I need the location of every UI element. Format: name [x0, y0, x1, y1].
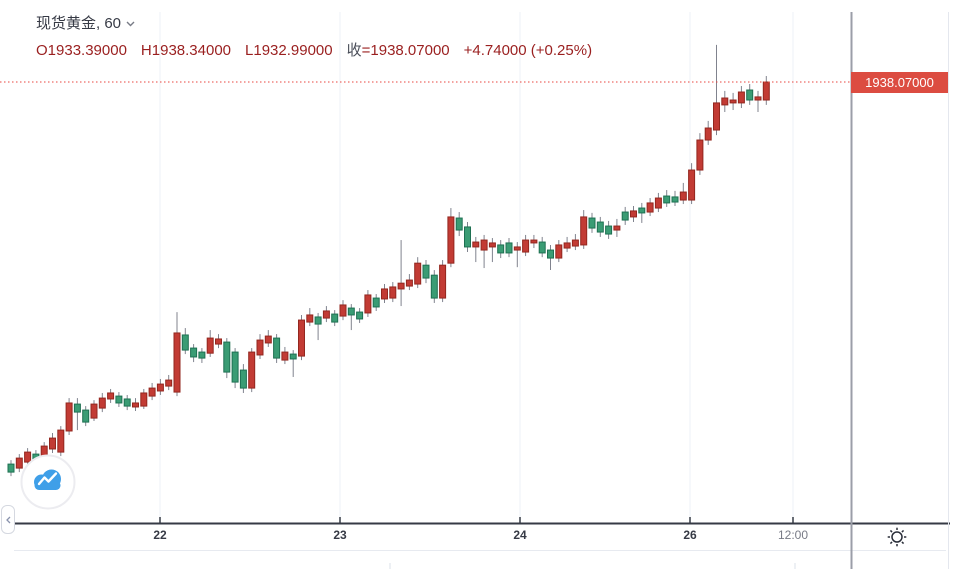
collapse-axis-button[interactable] [1, 505, 15, 534]
chevron-down-icon[interactable] [126, 21, 135, 27]
time-tick-label: 24 [513, 528, 527, 542]
time-tick-label: 22 [153, 528, 167, 542]
settings-button[interactable] [885, 525, 909, 549]
ohlc-high: H1938.34000 [140, 42, 232, 59]
time-tick-label: 23 [333, 528, 347, 542]
ohlc-open: O1933.39000 [36, 42, 127, 59]
ohlc-readout: O1933.39000 H1938.34000 L1932.99000 收=1938.… [36, 39, 606, 60]
time-tick-label: 26 [683, 528, 697, 542]
time-tick-label: 12:00 [777, 528, 809, 542]
ohlc-close-value: =1938.07000 [361, 42, 450, 59]
symbol-name: 现货黄金, 60 [36, 15, 122, 32]
time-axis[interactable]: 22 23 24 26 12:00 [0, 524, 960, 550]
chevron-left-icon [6, 516, 11, 523]
ohlc-close-label: 收 [346, 42, 362, 59]
gear-icon [887, 527, 907, 547]
symbol-title[interactable]: 现货黄金, 60 [36, 12, 135, 33]
ohlc-change: +4.74000 (+0.25%) [463, 42, 593, 59]
chart-canvas[interactable] [0, 12, 851, 523]
broker-watermark-logo [20, 454, 76, 510]
price-tag: 1938.07000 [851, 71, 948, 93]
cloud-chart-icon [20, 454, 76, 510]
price-tag-value: 1938.07000 [865, 74, 934, 90]
ohlc-low: L1932.99000 [245, 42, 333, 59]
